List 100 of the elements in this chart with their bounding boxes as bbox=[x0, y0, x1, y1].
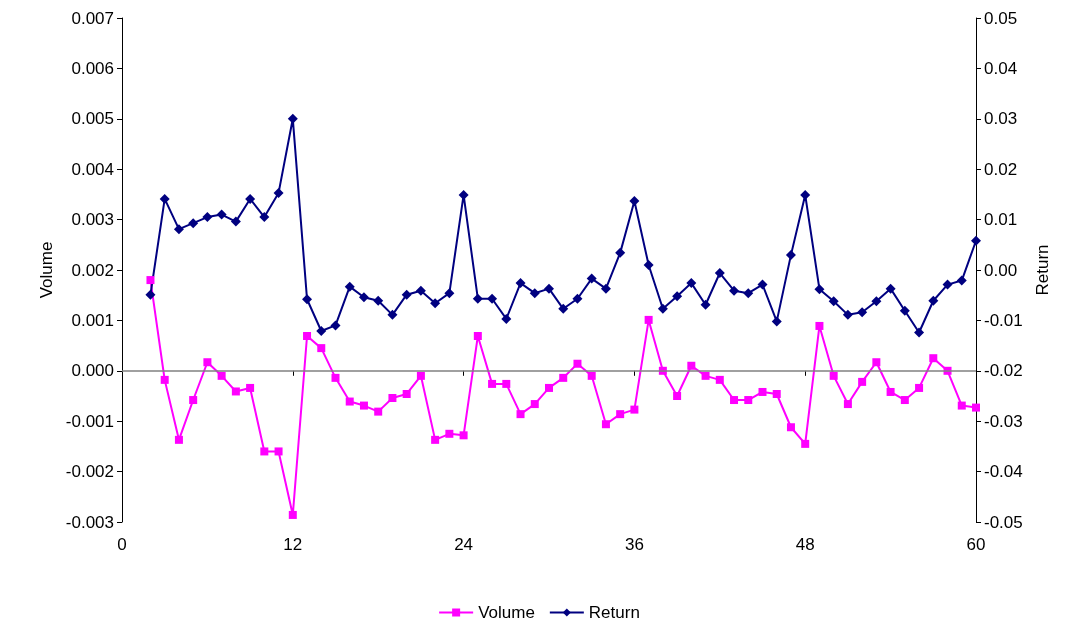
point bbox=[757, 279, 768, 290]
point bbox=[359, 401, 368, 410]
legend-label: Volume bbox=[478, 603, 535, 622]
point bbox=[189, 396, 198, 405]
x-tick-label: 0 bbox=[117, 535, 127, 554]
point bbox=[729, 285, 740, 296]
y-tick-label: 0.003 bbox=[71, 210, 114, 230]
point bbox=[601, 420, 610, 429]
point bbox=[829, 371, 838, 380]
point bbox=[928, 295, 939, 306]
point bbox=[145, 289, 156, 300]
y-tick-label: 0.002 bbox=[71, 260, 114, 280]
y2-tick-label: 0.00 bbox=[984, 260, 1018, 280]
point bbox=[558, 303, 569, 314]
point bbox=[288, 510, 297, 519]
point bbox=[971, 235, 981, 246]
point bbox=[415, 285, 426, 296]
point bbox=[644, 315, 653, 324]
point bbox=[472, 293, 483, 304]
point bbox=[402, 389, 411, 398]
y2-tick-label: -0.05 bbox=[984, 512, 1023, 532]
point bbox=[488, 379, 497, 388]
point bbox=[344, 281, 355, 292]
point bbox=[501, 313, 512, 324]
point bbox=[587, 371, 596, 380]
point bbox=[730, 396, 739, 405]
point bbox=[600, 283, 611, 294]
point bbox=[786, 423, 795, 432]
y2-tick-label: 0.02 bbox=[984, 159, 1018, 179]
y2-tick-label: -0.03 bbox=[984, 411, 1023, 431]
point bbox=[686, 278, 697, 289]
point bbox=[388, 394, 397, 403]
y2-tick-label: -0.01 bbox=[984, 310, 1023, 330]
point bbox=[216, 209, 227, 220]
point bbox=[345, 397, 354, 406]
point bbox=[957, 401, 966, 410]
point bbox=[771, 316, 782, 327]
y2-tick-label: -0.02 bbox=[984, 361, 1023, 381]
point bbox=[801, 439, 810, 448]
y-tick-label: 0.007 bbox=[71, 8, 114, 28]
point bbox=[303, 332, 312, 341]
y-tick-label: 0.005 bbox=[71, 109, 114, 129]
point bbox=[715, 375, 724, 384]
point bbox=[202, 212, 213, 223]
point bbox=[828, 296, 839, 307]
point bbox=[672, 291, 683, 302]
point bbox=[246, 383, 255, 392]
point bbox=[900, 396, 909, 405]
point bbox=[331, 373, 340, 382]
point bbox=[529, 288, 540, 299]
point bbox=[956, 275, 967, 286]
point bbox=[173, 224, 184, 235]
point bbox=[302, 294, 313, 305]
point bbox=[914, 327, 925, 338]
point bbox=[872, 358, 881, 367]
point bbox=[458, 189, 469, 200]
point bbox=[772, 389, 781, 398]
y-tick-label: 0.001 bbox=[71, 310, 114, 330]
point bbox=[673, 392, 682, 400]
y-tick-label: 0.006 bbox=[71, 58, 114, 78]
point bbox=[858, 377, 867, 386]
point bbox=[629, 195, 640, 206]
legend-label: Return bbox=[588, 603, 640, 622]
point bbox=[431, 435, 440, 444]
point bbox=[230, 216, 241, 227]
point bbox=[444, 288, 455, 299]
point bbox=[545, 383, 553, 392]
y2-tick-label: 0.01 bbox=[984, 210, 1018, 230]
point bbox=[502, 379, 511, 388]
point bbox=[544, 283, 554, 294]
point bbox=[800, 189, 811, 200]
point bbox=[473, 332, 482, 341]
point bbox=[700, 299, 711, 310]
point bbox=[886, 387, 895, 396]
x-tick-label: 60 bbox=[966, 535, 986, 554]
point bbox=[572, 293, 583, 304]
point bbox=[159, 193, 170, 204]
point bbox=[445, 429, 454, 438]
point bbox=[687, 361, 696, 370]
point bbox=[871, 296, 882, 307]
point bbox=[815, 321, 824, 330]
point bbox=[814, 284, 825, 295]
point bbox=[657, 303, 668, 314]
point bbox=[899, 305, 910, 316]
point bbox=[714, 268, 725, 279]
point bbox=[885, 283, 896, 294]
point bbox=[373, 295, 384, 306]
y2-tick-label: 0.04 bbox=[984, 58, 1018, 78]
y-tick-label: -0.002 bbox=[65, 462, 114, 482]
point bbox=[416, 371, 425, 380]
point bbox=[188, 218, 199, 229]
point bbox=[843, 400, 852, 409]
point bbox=[785, 249, 796, 260]
point bbox=[616, 410, 625, 419]
y2-tick-label: -0.04 bbox=[984, 462, 1023, 482]
point bbox=[942, 279, 953, 290]
point bbox=[701, 371, 710, 380]
point bbox=[401, 289, 412, 300]
point bbox=[586, 273, 597, 284]
point bbox=[203, 358, 212, 367]
